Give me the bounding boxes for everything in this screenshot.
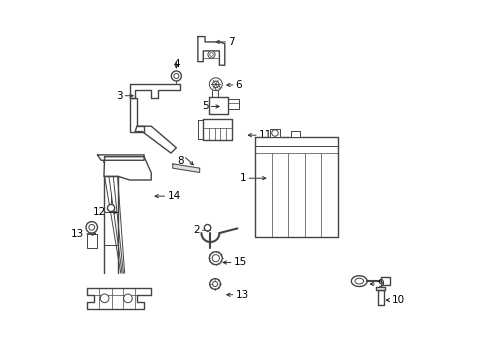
Polygon shape — [135, 126, 176, 153]
Text: 3: 3 — [116, 91, 122, 101]
Circle shape — [89, 225, 94, 230]
Polygon shape — [377, 291, 383, 305]
Circle shape — [107, 204, 115, 212]
Circle shape — [207, 51, 215, 58]
Polygon shape — [290, 131, 300, 137]
Polygon shape — [172, 164, 199, 172]
Text: 15: 15 — [233, 257, 246, 267]
Polygon shape — [255, 137, 337, 237]
Text: 4: 4 — [173, 59, 179, 69]
Text: 8: 8 — [177, 156, 183, 166]
Circle shape — [209, 279, 220, 289]
Text: 2: 2 — [193, 225, 199, 235]
Polygon shape — [203, 119, 231, 140]
Text: 5: 5 — [202, 102, 208, 112]
Text: 13: 13 — [235, 290, 248, 300]
Circle shape — [209, 53, 213, 56]
Polygon shape — [376, 287, 384, 291]
Polygon shape — [228, 99, 239, 109]
Circle shape — [212, 255, 219, 262]
Circle shape — [86, 222, 97, 233]
Polygon shape — [380, 277, 389, 285]
Polygon shape — [198, 120, 203, 139]
Circle shape — [271, 130, 278, 136]
Circle shape — [204, 225, 210, 231]
Text: 9: 9 — [376, 279, 383, 289]
Polygon shape — [208, 97, 228, 114]
Polygon shape — [86, 234, 97, 248]
Text: 1: 1 — [239, 173, 246, 183]
Circle shape — [100, 294, 109, 303]
Text: 10: 10 — [391, 295, 404, 305]
Circle shape — [212, 81, 219, 87]
Text: 14: 14 — [167, 191, 180, 201]
Polygon shape — [86, 288, 151, 309]
Circle shape — [209, 78, 222, 91]
Polygon shape — [104, 157, 151, 180]
Polygon shape — [129, 84, 180, 98]
Polygon shape — [97, 155, 144, 160]
Text: 7: 7 — [228, 37, 235, 47]
Text: 12: 12 — [93, 207, 106, 217]
Circle shape — [174, 73, 179, 78]
Circle shape — [215, 85, 220, 90]
Text: 13: 13 — [71, 229, 84, 239]
Circle shape — [171, 71, 181, 81]
Circle shape — [212, 282, 217, 287]
Circle shape — [209, 252, 222, 265]
Polygon shape — [129, 98, 144, 132]
Text: 6: 6 — [235, 80, 242, 90]
Circle shape — [123, 294, 132, 303]
Text: 11: 11 — [258, 130, 271, 140]
Polygon shape — [269, 129, 280, 137]
Polygon shape — [198, 37, 224, 65]
